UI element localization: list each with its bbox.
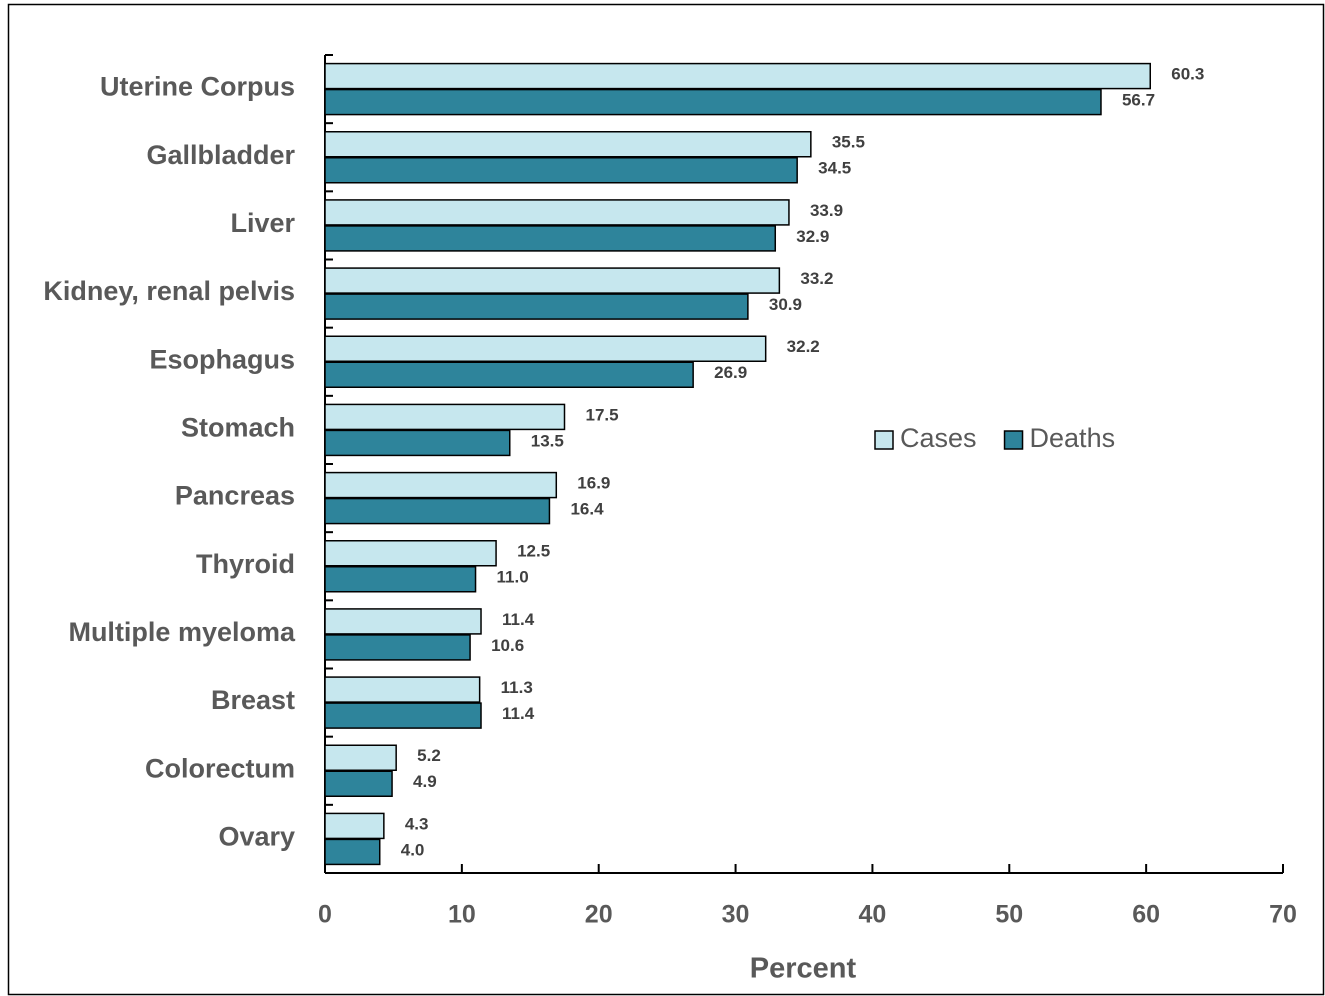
bar: [324, 566, 477, 593]
value-label: 13.5: [531, 431, 564, 450]
value-label: 11.3: [501, 678, 533, 697]
value-label: 12.5: [517, 542, 550, 561]
bar: [324, 403, 566, 431]
category-label: Gallbladder: [146, 140, 295, 170]
value-label: 11.4: [502, 704, 535, 723]
bar: [324, 267, 781, 294]
bar: [324, 293, 749, 320]
value-label: 11.0: [497, 568, 529, 587]
bar: [324, 634, 471, 661]
bar: [324, 62, 1151, 90]
category-label: Breast: [211, 685, 295, 715]
value-label: 17.5: [586, 405, 619, 424]
bar: [324, 608, 482, 635]
category-label: Thyroid: [196, 549, 295, 579]
value-label: 16.9: [577, 474, 610, 493]
bar: [324, 361, 694, 388]
bar: [324, 335, 767, 362]
x-tick-label: 20: [585, 901, 613, 929]
value-label: 34.5: [818, 159, 851, 178]
legend-swatch: [1003, 430, 1024, 450]
bar: [324, 157, 798, 184]
value-label: 32.2: [787, 337, 820, 356]
value-label: 32.9: [796, 227, 829, 246]
value-label: 26.9: [714, 363, 747, 382]
category-label: Esophagus: [149, 344, 295, 374]
bar: [324, 676, 481, 703]
bar: [324, 131, 812, 158]
value-label: 4.0: [401, 840, 425, 859]
legend-swatch: [874, 430, 894, 450]
value-label: 33.9: [810, 201, 843, 220]
value-label: 4.9: [413, 772, 437, 791]
bar: [324, 199, 790, 226]
bar: [324, 770, 393, 797]
bar: [324, 540, 497, 567]
bar: [324, 812, 385, 840]
category-label: Colorectum: [145, 753, 295, 783]
x-tick-label: 10: [448, 901, 476, 929]
bar: [324, 744, 397, 771]
category-label: Pancreas: [175, 481, 295, 511]
category-label: Ovary: [218, 822, 295, 852]
x-tick-label: 70: [1269, 901, 1297, 929]
value-label: 11.4: [502, 610, 535, 629]
bar: [324, 225, 777, 252]
bar: [324, 471, 558, 499]
category-label: Stomach: [181, 413, 295, 443]
x-tick-label: 0: [318, 901, 332, 929]
value-label: 16.4: [570, 500, 604, 519]
bar: [324, 702, 482, 729]
bar: [324, 429, 511, 457]
value-label: 33.2: [800, 269, 833, 288]
value-label: 10.6: [491, 636, 524, 655]
category-label: Uterine Corpus: [100, 72, 295, 102]
x-axis-title: Percent: [750, 953, 857, 985]
value-label: 56.7: [1122, 91, 1155, 110]
bar: [324, 838, 381, 866]
bar: [324, 88, 1102, 116]
x-tick-label: 50: [995, 901, 1023, 929]
category-label: Kidney, renal pelvis: [43, 276, 295, 306]
value-label: 30.9: [769, 295, 802, 314]
category-label: Liver: [230, 208, 295, 238]
legend-label: Cases: [900, 423, 977, 453]
value-label: 5.2: [417, 746, 441, 765]
value-label: 4.3: [405, 814, 429, 833]
x-tick-label: 30: [722, 901, 750, 929]
x-tick-label: 60: [1132, 901, 1160, 929]
legend-label: Deaths: [1030, 423, 1116, 453]
value-label: 60.3: [1171, 65, 1204, 84]
bar: [324, 497, 551, 525]
value-label: 35.5: [832, 133, 865, 152]
category-label: Multiple myeloma: [68, 617, 296, 647]
x-tick-label: 40: [859, 901, 887, 929]
